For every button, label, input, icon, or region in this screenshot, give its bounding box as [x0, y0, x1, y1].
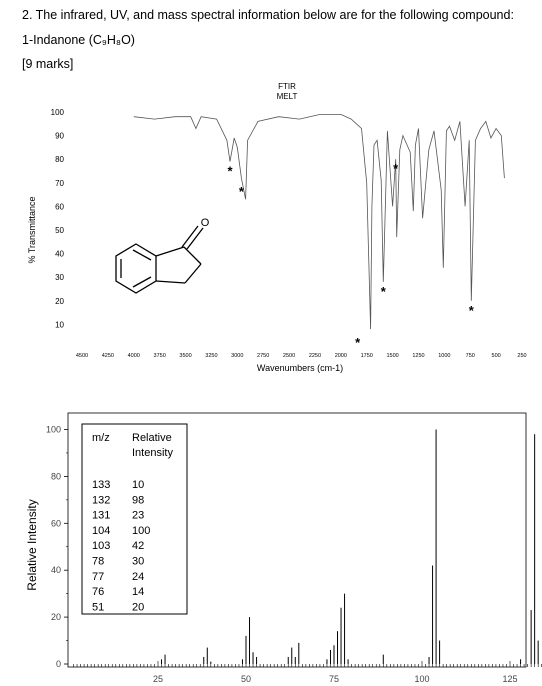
compound-name: 1-Indanone (C₉H₈O)	[22, 33, 135, 47]
ir-x-tick-label: 4500	[76, 353, 88, 359]
table-cell-intensity: 20	[132, 601, 144, 613]
ir-y-tick-label: 40	[55, 250, 64, 259]
table-cell-intensity: 10	[132, 479, 144, 491]
ir-label-ftir: FTIR	[278, 82, 296, 91]
ir-x-tick-label: 4250	[102, 353, 114, 359]
ms-x-tick-label: 100	[414, 674, 429, 684]
ir-peak-star: *	[228, 164, 234, 179]
ir-peak-markers: * * * * * *	[228, 161, 475, 350]
ms-x-tick-label: 75	[329, 674, 339, 684]
ir-label-melt: MELT	[277, 92, 298, 101]
ms-x-tick-label: 50	[241, 674, 251, 684]
ir-x-tick-label: 1250	[412, 353, 424, 359]
ir-x-tick-label: 1500	[386, 353, 398, 359]
table-cell-mz: 78	[92, 556, 104, 568]
table-cell-intensity: 24	[132, 571, 144, 583]
ir-y-tick-label: 80	[55, 155, 64, 164]
ir-x-ticks: 4500 4250 4000 3750 3500 3250 3000 2750 2500 2250…	[76, 353, 527, 359]
ir-y-ticks: 100 90 80 70 60 50 40 30 20 10	[51, 108, 65, 329]
table-header-intensity: Intensity	[132, 447, 173, 459]
ir-y-tick-label: 10	[55, 320, 64, 329]
ir-x-tick-label: 500	[492, 353, 501, 359]
table-cell-mz: 103	[92, 540, 110, 552]
ms-y-tick-label: 0	[56, 659, 61, 669]
ir-series-line	[133, 114, 505, 330]
ir-peak-star: *	[239, 184, 245, 199]
ms-x-tick-label: 25	[153, 674, 163, 684]
ms-plot-frame	[67, 412, 527, 668]
ms-y-tick-label: 20	[51, 612, 61, 622]
ms-y-tick-label: 80	[51, 471, 61, 481]
table-cell-mz: 132	[92, 494, 110, 506]
ir-y-tick-label: 20	[55, 297, 64, 306]
table-cell-mz: 51	[92, 601, 104, 613]
ms-x-ticks: 25 50 75 100 125	[73, 661, 542, 684]
ir-x-tick-label: 3000	[231, 353, 243, 359]
ms-data-table: m/z Relative Intensity 133 10 132 98 131 23 10…	[81, 423, 188, 615]
table-cell-intensity: 100	[132, 525, 150, 537]
molecule-structure-icon	[115, 225, 204, 294]
ir-y-tick-label: 70	[55, 179, 64, 188]
table-cell-mz: 76	[92, 586, 104, 598]
ms-x-tick-label: 125	[502, 674, 517, 684]
table-cell-mz: 133	[92, 479, 110, 491]
ir-y-tick-label: 50	[55, 226, 64, 235]
table-cell-mz: 77	[92, 571, 104, 583]
ir-y-axis-label: % Transmittance	[27, 196, 37, 263]
ir-x-tick-label: 2250	[309, 353, 321, 359]
ms-y-ticks: 100 80 60 40 20 0	[46, 425, 68, 669]
table-cell-intensity: 14	[132, 586, 144, 598]
question-title: 2. The infrared, UV, and mass spectral i…	[22, 8, 514, 22]
ms-y-axis-label: Relative Intensity	[25, 499, 39, 590]
table-cell-intensity: 23	[132, 510, 144, 522]
ir-x-tick-label: 2750	[257, 353, 269, 359]
ir-peak-star: *	[393, 161, 399, 176]
table-cell-intensity: 42	[132, 540, 144, 552]
ir-y-tick-label: 30	[55, 273, 64, 282]
ir-y-tick-label: 100	[51, 108, 65, 117]
ir-x-tick-label: 3250	[205, 353, 217, 359]
ir-peak-star: *	[469, 303, 475, 318]
ir-x-tick-label: 250	[517, 353, 526, 359]
ir-x-tick-label: 3750	[154, 353, 166, 359]
marks-label: [9 marks]	[22, 57, 74, 71]
ir-x-tick-label: 2000	[335, 353, 347, 359]
ir-x-axis-label: Wavenumbers (cm-1)	[257, 363, 343, 373]
table-cell-intensity: 98	[132, 494, 144, 506]
ir-x-tick-label: 750	[466, 353, 475, 359]
table-header-relative: Relative	[132, 432, 172, 444]
table-cell-mz: 104	[92, 525, 110, 537]
table-cell-intensity: 30	[132, 556, 144, 568]
ir-x-tick-label: 1000	[438, 353, 450, 359]
ir-x-tick-label: 3500	[179, 353, 191, 359]
oxygen-label: O	[201, 217, 210, 229]
ir-y-tick-label: 60	[55, 202, 64, 211]
table-cell-mz: 131	[92, 510, 110, 522]
ir-spectrum: FTIR MELT % Transmittance Wavenumbers (c…	[27, 82, 527, 373]
ir-peak-star: *	[381, 284, 387, 299]
ir-peak-star: *	[355, 335, 361, 350]
ir-x-tick-label: 4000	[128, 353, 140, 359]
ms-y-tick-label: 100	[46, 425, 61, 435]
ms-y-tick-label: 40	[51, 565, 61, 575]
ir-x-tick-label: 1750	[361, 353, 373, 359]
ir-y-tick-label: 90	[55, 132, 64, 141]
ir-x-tick-label: 2500	[283, 353, 295, 359]
ms-y-tick-label: 60	[51, 518, 61, 528]
table-header-mz: m/z	[92, 432, 110, 444]
ms-bars	[161, 429, 539, 664]
